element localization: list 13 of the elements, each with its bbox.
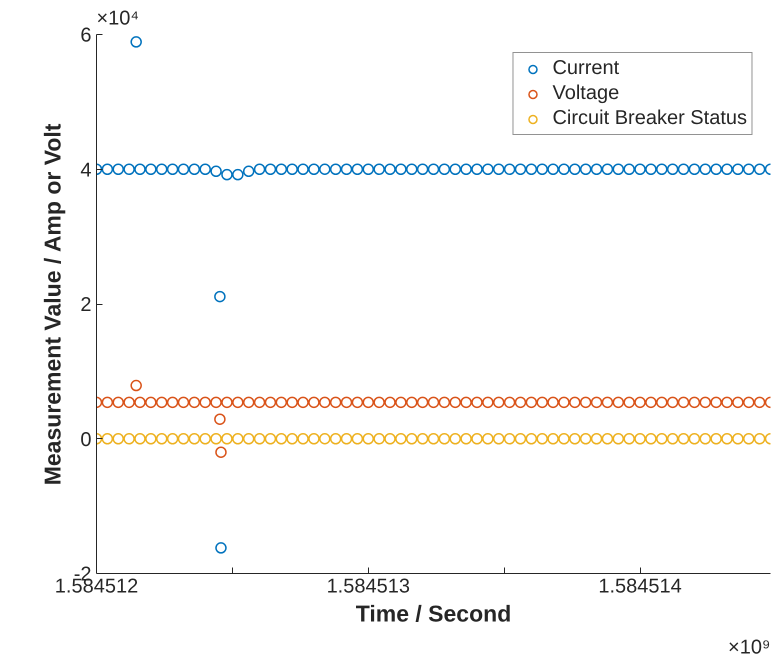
y-axis-title: Measurement Value / Amp or Volt bbox=[40, 123, 66, 486]
x-tick-label: 1.584513 bbox=[326, 576, 410, 598]
legend-label: Circuit Breaker Status bbox=[552, 107, 747, 130]
legend-label: Current bbox=[552, 57, 620, 80]
legend-label: Voltage bbox=[552, 82, 620, 105]
y-tick-label: 0 bbox=[80, 428, 92, 451]
x-axis-title: Time / Second bbox=[356, 600, 512, 626]
text: ×10⁴ bbox=[96, 8, 140, 30]
x-tick-label: 1.584514 bbox=[598, 576, 682, 598]
y-tick-label: 6 bbox=[80, 24, 92, 46]
y-tick-label: 4 bbox=[80, 159, 92, 182]
y-tick-label: 2 bbox=[80, 294, 92, 316]
text: ×10⁹ bbox=[728, 636, 771, 658]
